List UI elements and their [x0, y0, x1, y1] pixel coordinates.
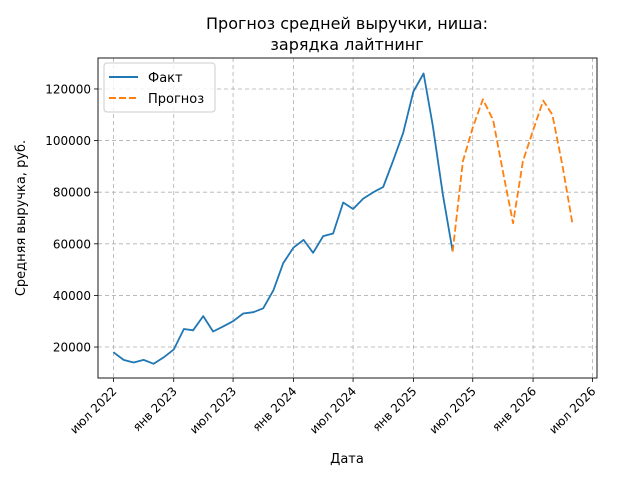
x-axis-label: Дата	[330, 452, 364, 467]
y-tick-label: 120000	[45, 82, 91, 96]
plot-frame	[97, 57, 598, 379]
chart-title-line-2: зарядка лайтнинг	[270, 35, 423, 54]
y-tick-label: 40000	[53, 289, 91, 303]
y-axis-ticks: 20000 40000 60000 80000 100000 120000	[45, 82, 98, 355]
y-tick-label: 100000	[45, 134, 91, 148]
legend: Факт Прогноз	[103, 62, 216, 113]
y-tick-label: 20000	[53, 341, 91, 355]
y-tick-label: 80000	[53, 186, 91, 200]
legend-label-fact: Факт	[148, 71, 183, 86]
legend-box	[103, 62, 216, 113]
y-tick-label: 60000	[53, 237, 91, 251]
legend-label-forecast: Прогноз	[148, 92, 204, 107]
grid-lines	[98, 58, 597, 378]
series-line-fact	[112, 72, 454, 365]
series-line-forecast	[451, 98, 574, 252]
y-axis-label: Средняя выручка, руб.	[14, 140, 29, 296]
series-layer	[112, 72, 574, 365]
chart-title-line-1: Прогноз средней выручки, ниша:	[206, 14, 488, 33]
